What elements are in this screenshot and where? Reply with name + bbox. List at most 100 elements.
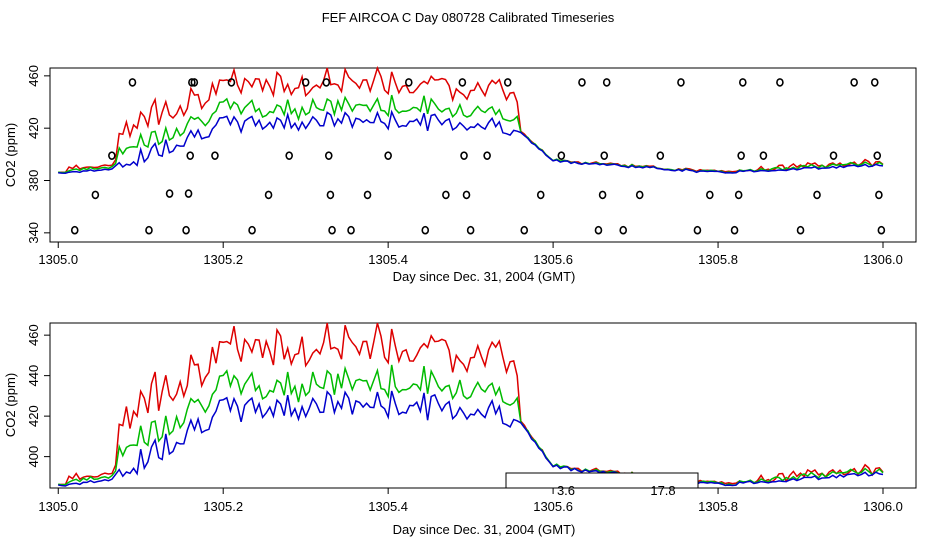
calibration-point: [877, 225, 886, 235]
calibration-point: [738, 78, 747, 87]
calibration-point: [227, 78, 236, 87]
calibration-point: [875, 190, 883, 200]
bottom-series-blue-line: [58, 390, 884, 487]
calibration-point: [776, 78, 784, 87]
bottom-y-tick-label: 420: [26, 405, 41, 427]
calibration-point: [324, 151, 333, 160]
top-y-tick-label: 420: [26, 117, 41, 139]
bottom-x-tick-label: 1305.2: [203, 499, 243, 514]
calibration-point: [635, 190, 644, 200]
calibration-point: [404, 78, 413, 87]
bottom-x-tick-label: 1306.0: [863, 499, 903, 514]
calibration-point: [182, 225, 190, 235]
calibration-point: [759, 151, 768, 160]
top-plot-frame: [49, 67, 917, 243]
calibration-point: [460, 151, 468, 160]
calibration-point: [693, 225, 702, 235]
calibration-point: [248, 225, 256, 235]
bottom-legend-box: 3.6 17.8: [505, 472, 699, 498]
legend-label-1: 3.6: [557, 483, 575, 498]
calibration-point: [165, 189, 174, 198]
calibration-point: [458, 78, 467, 87]
calibration-point: [322, 78, 331, 87]
calibration-point: [466, 225, 475, 235]
top-series-blue-line: [58, 109, 884, 175]
bottom-x-tick-label: 1305.4: [368, 499, 408, 514]
bottom-y-axis-label: CO2 (ppm): [3, 373, 18, 437]
top-y-tick-label: 340: [26, 222, 41, 244]
top-y-tick-label: 380: [26, 170, 41, 192]
calibration-point: [363, 190, 372, 200]
calibration-point: [285, 151, 293, 160]
bottom-panel: 1305.0 1305.2 1305.4 1305.6 1305.8 1306.0 400…: [3, 322, 917, 537]
bottom-plot-frame: [49, 322, 917, 489]
calibration-point: [326, 190, 335, 200]
calibration-point: [264, 190, 273, 200]
top-y-tick-label: 460: [26, 65, 41, 87]
calibration-point: [730, 225, 739, 235]
calibration-point: [301, 78, 310, 87]
bottom-x-tick-label: 1305.0: [38, 499, 78, 514]
calibration-point: [347, 225, 355, 235]
calibration-point: [796, 225, 805, 235]
calibration-point: [706, 190, 714, 200]
top-x-axis-label: Day since Dec. 31, 2004 (GMT): [393, 269, 576, 284]
calibration-point: [734, 190, 743, 200]
calibration-point: [737, 151, 745, 160]
top-x-ticks: 1305.0 1305.2 1305.4 1305.6 1305.8 1306.0: [38, 242, 903, 267]
top-y-ticks: 340 380 420 460: [26, 65, 50, 244]
top-x-tick-label: 1305.8: [698, 252, 738, 267]
calibration-point: [108, 151, 116, 160]
calibration-point: [850, 78, 858, 87]
calibration-point: [557, 151, 566, 160]
calibration-point: [520, 225, 529, 235]
bottom-x-tick-label: 1305.8: [698, 499, 738, 514]
calibration-point: [813, 190, 821, 200]
bottom-x-axis-label: Day since Dec. 31, 2004 (GMT): [393, 522, 576, 537]
calibration-point: [462, 190, 471, 200]
calibration-point: [578, 78, 586, 87]
bottom-series-lines: [58, 322, 884, 487]
top-y-axis-label: CO2 (ppm): [3, 123, 18, 187]
bottom-y-tick-label: 440: [26, 365, 41, 387]
calibration-point: [184, 189, 193, 198]
calibration-point: [421, 225, 430, 235]
top-calibration-points: [70, 78, 886, 235]
bottom-series-green-line: [58, 364, 884, 487]
bottom-y-ticks: 400 420 440 460: [26, 324, 50, 467]
calibration-point: [619, 225, 628, 235]
bottom-x-ticks: 1305.0 1305.2 1305.4 1305.6 1305.8 1306.0: [38, 488, 903, 514]
calibration-point: [870, 78, 879, 87]
calibration-point: [145, 225, 153, 235]
calibration-point: [211, 151, 219, 160]
calibration-point: [186, 151, 195, 160]
top-x-tick-label: 1305.0: [38, 252, 78, 267]
legend-box-frame: [505, 472, 699, 489]
calibration-point: [503, 78, 512, 87]
calibration-point: [829, 151, 838, 160]
calibration-point: [128, 78, 137, 87]
top-x-tick-label: 1305.6: [533, 252, 573, 267]
top-x-tick-label: 1305.2: [203, 252, 243, 267]
calibration-point: [384, 151, 392, 160]
calibration-point: [536, 190, 545, 200]
calibration-point: [594, 225, 603, 235]
bottom-x-tick-label: 1305.6: [533, 499, 573, 514]
calibration-point: [656, 151, 665, 160]
calibration-point: [70, 225, 79, 235]
bottom-y-tick-label: 460: [26, 324, 41, 346]
bottom-series-red-line: [58, 322, 884, 486]
calibration-point: [328, 225, 336, 235]
top-panel: 1305.0 1305.2 1305.4 1305.6 1305.8 1306.0 340…: [3, 65, 917, 284]
top-series-green-line: [58, 94, 884, 174]
top-x-tick-label: 1306.0: [863, 252, 903, 267]
calibration-point: [602, 78, 611, 87]
calibration-point: [483, 151, 491, 160]
figure-title: FEF AIRCOA C Day 080728 Calibrated Times…: [322, 10, 615, 25]
calibration-point: [598, 190, 607, 200]
calibration-point: [677, 78, 685, 87]
bottom-y-tick-label: 400: [26, 446, 41, 468]
top-series-lines: [58, 65, 884, 175]
calibration-point: [442, 190, 450, 200]
top-series-red-line: [58, 65, 884, 174]
